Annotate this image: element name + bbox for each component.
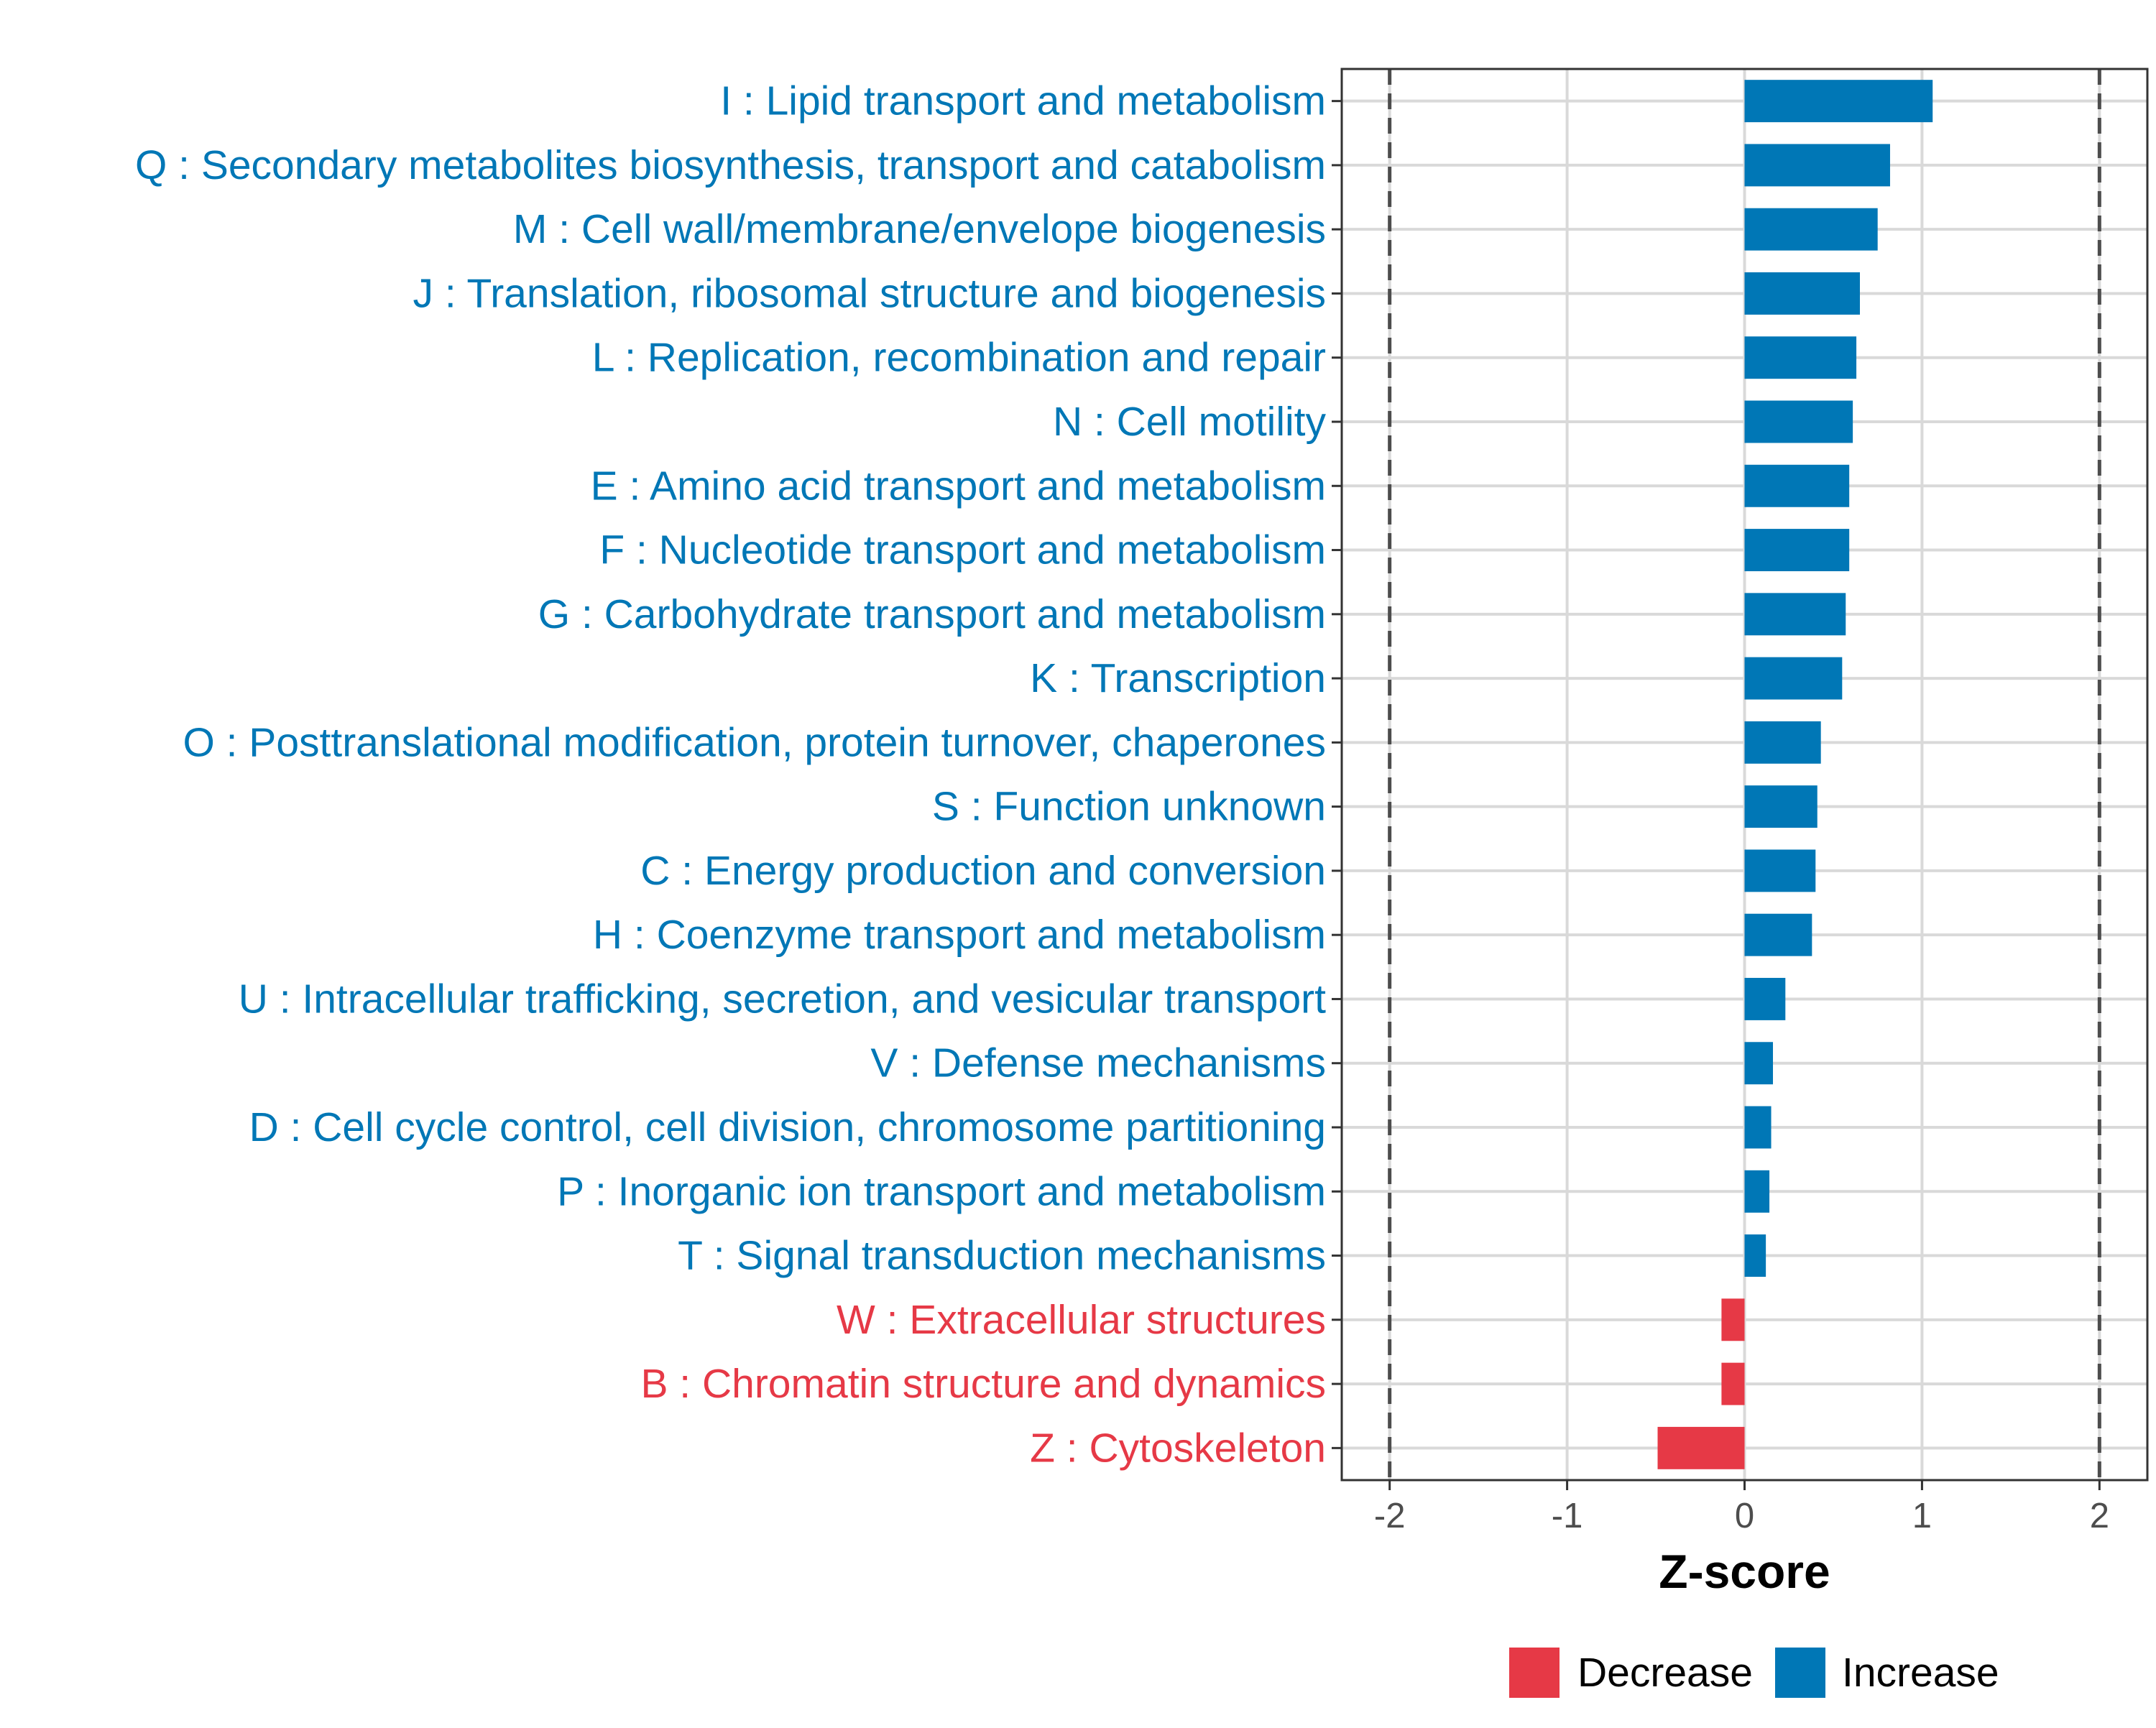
category-label: D : Cell cycle control, cell division, c… [249, 1104, 1326, 1150]
x-tick-label: 0 [1735, 1497, 1754, 1535]
category-label: C : Energy production and conversion [640, 848, 1326, 894]
y-axis: I : Lipid transport and metabolism Q : Se… [135, 78, 1342, 1471]
legend-swatch-increase [1775, 1648, 1825, 1698]
category-label: I : Lipid transport and metabolism [720, 78, 1326, 124]
category-label: Z : Cytoskeleton [1030, 1425, 1326, 1471]
bar-increase [1744, 144, 1890, 187]
category-label: B : Chromatin structure and dynamics [640, 1361, 1326, 1407]
category-label: T : Signal transduction mechanisms [678, 1233, 1326, 1279]
x-axis: -2 -1 0 1 2 [1374, 1480, 2109, 1535]
bar-increase [1744, 657, 1843, 700]
category-label: F : Nucleotide transport and metabolism [599, 527, 1326, 573]
bar-decrease [1721, 1362, 1745, 1405]
bar-increase [1744, 464, 1850, 507]
bar-increase [1744, 272, 1860, 315]
category-label: E : Amino acid transport and metabolism [591, 463, 1326, 509]
legend-label-decrease: Decrease [1577, 1650, 1753, 1696]
reference-line-layer [1388, 69, 2101, 1480]
bar-increase [1744, 529, 1850, 572]
bar-increase [1744, 80, 1933, 123]
bar-increase [1744, 400, 1853, 443]
bar-increase [1744, 336, 1857, 379]
bar-increase [1744, 1106, 1772, 1149]
bar-increase [1744, 721, 1821, 764]
legend-label-increase: Increase [1842, 1650, 1999, 1696]
category-label: W : Extracellular structures [837, 1297, 1326, 1343]
category-label: V : Defense mechanisms [870, 1040, 1326, 1086]
bar-increase [1744, 977, 1786, 1020]
legend: Decrease Increase [1509, 1648, 1999, 1698]
category-label: S : Function unknown [932, 784, 1326, 830]
legend-swatch-decrease [1509, 1648, 1560, 1698]
category-label: K : Transcription [1030, 655, 1326, 701]
bar-decrease [1721, 1298, 1745, 1341]
category-label: G : Carbohydrate transport and metabolis… [538, 591, 1326, 637]
category-label: M : Cell wall/membrane/envelope biogenes… [513, 206, 1326, 252]
category-label: N : Cell motility [1053, 399, 1327, 445]
bar-increase [1744, 1042, 1774, 1085]
bar-increase [1744, 849, 1816, 892]
bar-increase [1744, 208, 1878, 251]
x-tick-label: -2 [1374, 1497, 1406, 1535]
x-axis-title: Z-score [1659, 1545, 1830, 1598]
bar-increase [1744, 913, 1812, 956]
category-label: O : Posttranslational modification, prot… [183, 719, 1326, 765]
bar-decrease [1657, 1426, 1745, 1469]
bar-increase [1744, 593, 1846, 636]
x-tick-label: 1 [1912, 1497, 1932, 1535]
category-label: H : Coenzyme transport and metabolism [593, 912, 1326, 958]
x-tick-label: -1 [1552, 1497, 1583, 1535]
category-label: U : Intracellular trafficking, secretion… [239, 976, 1326, 1022]
category-label: Q : Secondary metabolites biosynthesis, … [135, 142, 1326, 188]
category-label: P : Inorganic ion transport and metaboli… [557, 1168, 1326, 1214]
bar-increase [1744, 1234, 1766, 1277]
bar-increase [1744, 785, 1818, 828]
category-label: J : Translation, ribosomal structure and… [413, 270, 1326, 316]
x-tick-label: 2 [2090, 1497, 2109, 1535]
bar-increase [1744, 1170, 1770, 1213]
category-label: L : Replication, recombination and repai… [592, 335, 1326, 381]
bar-layer [1657, 80, 1933, 1469]
